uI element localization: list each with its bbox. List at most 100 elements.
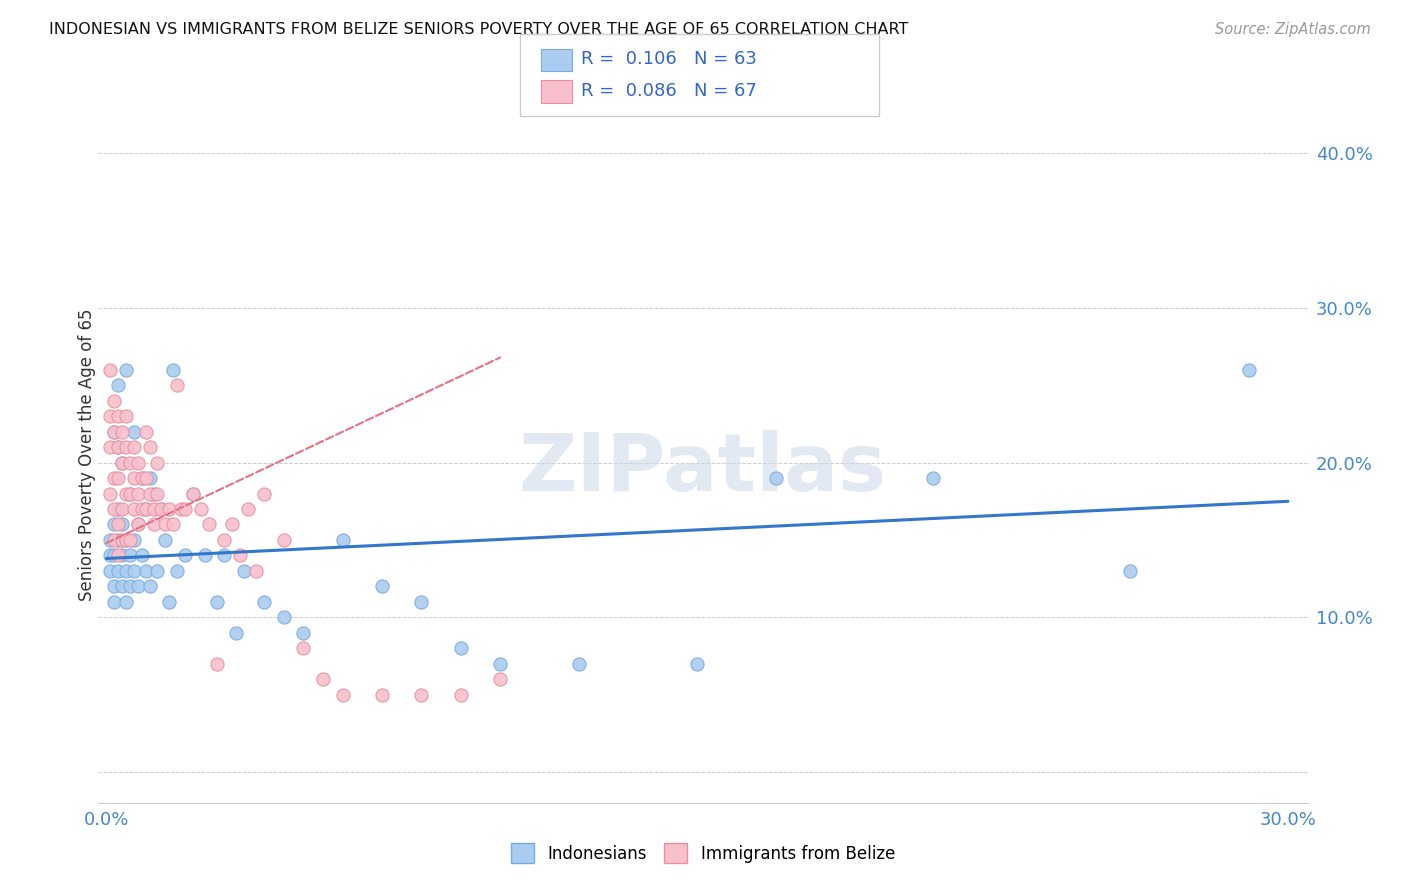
Point xyxy=(190,502,212,516)
Point xyxy=(115,409,138,424)
Point xyxy=(115,533,138,547)
Point xyxy=(115,533,138,547)
Point xyxy=(142,517,165,532)
Point xyxy=(107,440,129,454)
Point xyxy=(253,486,276,500)
Point xyxy=(170,502,193,516)
Point xyxy=(107,378,129,392)
Point xyxy=(111,517,134,532)
Point xyxy=(107,517,129,532)
Point xyxy=(118,486,141,500)
Point xyxy=(312,672,335,686)
Point xyxy=(111,502,134,516)
Point xyxy=(122,502,145,516)
Point xyxy=(127,456,149,470)
Point xyxy=(225,625,247,640)
Point xyxy=(146,564,169,578)
Point xyxy=(221,517,243,532)
Point xyxy=(292,641,315,656)
Point xyxy=(107,564,129,578)
Point xyxy=(122,440,145,454)
Point xyxy=(122,471,145,485)
Point xyxy=(174,502,197,516)
Point xyxy=(107,549,129,563)
Point xyxy=(181,486,204,500)
Point xyxy=(131,502,153,516)
Point xyxy=(98,409,121,424)
Point xyxy=(118,549,141,563)
Point xyxy=(765,471,787,485)
Text: Source: ZipAtlas.com: Source: ZipAtlas.com xyxy=(1215,22,1371,37)
Point xyxy=(131,549,153,563)
Text: R =  0.086   N = 67: R = 0.086 N = 67 xyxy=(581,82,756,100)
Point xyxy=(450,641,472,656)
Point xyxy=(111,425,134,439)
Point xyxy=(98,564,121,578)
Point xyxy=(111,579,134,593)
Point xyxy=(489,672,512,686)
Point xyxy=(103,471,125,485)
Point xyxy=(107,533,129,547)
Point xyxy=(142,486,165,500)
Legend: Indonesians, Immigrants from Belize: Indonesians, Immigrants from Belize xyxy=(503,835,903,871)
Point xyxy=(1119,564,1142,578)
Point xyxy=(107,440,129,454)
Point xyxy=(214,549,236,563)
Y-axis label: Seniors Poverty Over the Age of 65: Seniors Poverty Over the Age of 65 xyxy=(79,309,96,601)
Point xyxy=(131,471,153,485)
Point xyxy=(111,456,134,470)
Point xyxy=(166,378,188,392)
Point xyxy=(1237,363,1260,377)
Point xyxy=(138,579,160,593)
Point xyxy=(162,517,184,532)
Point xyxy=(332,688,354,702)
Point xyxy=(174,549,197,563)
Point xyxy=(205,595,228,609)
Point xyxy=(122,533,145,547)
Text: ZIPatlas: ZIPatlas xyxy=(519,430,887,508)
Point xyxy=(138,440,160,454)
Point xyxy=(122,564,145,578)
Point xyxy=(103,425,125,439)
Point xyxy=(922,471,945,485)
Point xyxy=(111,533,134,547)
Point xyxy=(118,456,141,470)
Point xyxy=(332,533,354,547)
Point xyxy=(135,425,157,439)
Point xyxy=(118,579,141,593)
Point xyxy=(118,486,141,500)
Point xyxy=(150,502,173,516)
Point xyxy=(118,533,141,547)
Point xyxy=(166,564,188,578)
Point xyxy=(111,456,134,470)
Point xyxy=(146,456,169,470)
Text: INDONESIAN VS IMMIGRANTS FROM BELIZE SENIORS POVERTY OVER THE AGE OF 65 CORRELAT: INDONESIAN VS IMMIGRANTS FROM BELIZE SEN… xyxy=(49,22,908,37)
Point xyxy=(103,393,125,408)
Point xyxy=(233,564,256,578)
Point xyxy=(135,502,157,516)
Point xyxy=(115,564,138,578)
Point xyxy=(138,486,160,500)
Point xyxy=(103,595,125,609)
Point xyxy=(111,549,134,563)
Point xyxy=(127,579,149,593)
Point xyxy=(98,533,121,547)
Point xyxy=(103,579,125,593)
Point xyxy=(103,502,125,516)
Point xyxy=(292,625,315,640)
Point xyxy=(229,549,252,563)
Point xyxy=(245,564,267,578)
Point xyxy=(103,549,125,563)
Point xyxy=(103,533,125,547)
Point xyxy=(253,595,276,609)
Point xyxy=(157,595,180,609)
Point xyxy=(98,549,121,563)
Point xyxy=(115,363,138,377)
Point xyxy=(115,486,138,500)
Point xyxy=(411,595,433,609)
Point xyxy=(411,688,433,702)
Point xyxy=(236,502,259,516)
Text: R =  0.106   N = 63: R = 0.106 N = 63 xyxy=(581,50,756,68)
Point xyxy=(131,471,153,485)
Point xyxy=(98,440,121,454)
